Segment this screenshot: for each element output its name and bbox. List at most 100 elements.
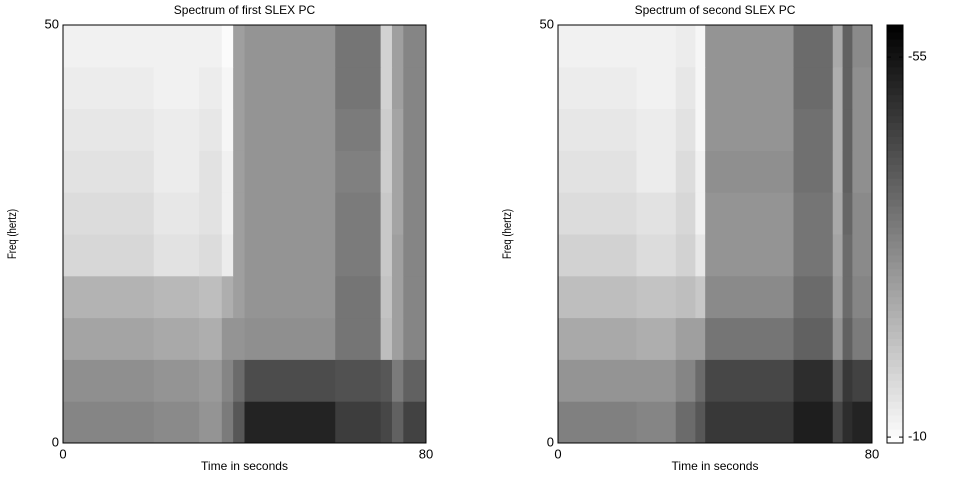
heat-cell	[233, 234, 245, 277]
heat-cell	[636, 108, 677, 151]
heat-cell	[675, 192, 696, 235]
heat-cell	[705, 401, 794, 444]
heat-cell	[380, 359, 393, 402]
heat-cell	[335, 108, 382, 151]
colorbar-step	[887, 206, 903, 214]
heat-cell	[403, 108, 427, 151]
heat-cell	[832, 108, 844, 151]
colorbar-step	[887, 247, 903, 256]
heat-cell	[391, 401, 404, 444]
heat-cell	[199, 275, 223, 319]
heat-cell	[558, 317, 637, 360]
colorbar-step	[887, 94, 903, 103]
heat-cell	[832, 150, 844, 193]
heat-cell	[832, 317, 844, 360]
y-axis-label: Freq (hertz)	[501, 209, 514, 259]
heat-cell	[675, 66, 696, 110]
x-axis-label: Time in seconds	[672, 459, 759, 473]
x-tick-label: 80	[865, 446, 879, 461]
colorbar-step	[887, 317, 903, 326]
heat-cell	[221, 234, 234, 277]
heat-cell	[153, 192, 200, 235]
colorbar-step	[887, 387, 903, 395]
colorbar-step	[887, 80, 903, 89]
heat-cell	[63, 234, 155, 277]
heat-cell	[63, 359, 155, 402]
heat-cell	[63, 401, 155, 444]
colorbar-step	[887, 415, 903, 423]
colorbar-step	[887, 254, 903, 263]
heat-cell	[793, 359, 834, 402]
heat-cell	[63, 192, 155, 235]
heat-cell	[335, 401, 382, 444]
heat-cell	[63, 150, 155, 193]
heat-cell	[153, 150, 200, 193]
heat-cell	[675, 25, 696, 68]
heat-cell	[695, 108, 706, 151]
colorbar-step	[887, 234, 903, 242]
heat-cell	[842, 192, 853, 235]
heat-cell	[63, 66, 155, 110]
heat-cell	[153, 401, 200, 444]
heat-cell	[153, 234, 200, 277]
heat-cell	[380, 25, 393, 68]
heat-cell	[391, 25, 404, 68]
heat-cell	[675, 108, 696, 151]
heat-cell	[636, 359, 677, 402]
heat-cell	[221, 275, 234, 319]
heat-cell	[842, 359, 853, 402]
heat-cell	[380, 108, 393, 151]
heat-cell	[705, 66, 794, 110]
colorbar-step	[887, 178, 903, 186]
colorbar-step	[887, 366, 903, 374]
heat-cell	[636, 401, 677, 444]
colorbar-step	[887, 66, 903, 75]
heat-cell	[636, 150, 677, 193]
heat-cell	[233, 275, 245, 319]
heat-cell	[695, 192, 706, 235]
heat-cell	[233, 317, 245, 360]
colorbar-step	[887, 164, 903, 172]
heat-cell	[244, 150, 336, 193]
heat-cell	[705, 234, 794, 277]
colorbar-step	[887, 436, 903, 444]
heat-cell	[233, 25, 245, 68]
heat-cell	[199, 25, 223, 68]
colorbar-step	[887, 185, 903, 193]
heat-cell	[199, 66, 223, 110]
heat-cell	[675, 234, 696, 277]
heat-cell	[403, 192, 427, 235]
colorbar-frame	[886, 24, 904, 444]
chart-title: Spectrum of first SLEX PC	[174, 3, 316, 17]
heat-cell	[233, 401, 245, 444]
colorbar-step	[887, 324, 903, 333]
heat-cell	[233, 108, 245, 151]
heat-cell	[793, 25, 834, 68]
heat-cell	[852, 317, 873, 360]
heat-cell	[558, 359, 637, 402]
heat-cell	[675, 317, 696, 360]
colorbar-step	[887, 101, 903, 110]
colorbar-step	[887, 261, 903, 270]
heat-cell	[793, 401, 834, 444]
heat-cell	[221, 359, 234, 402]
heat-cell	[705, 150, 794, 193]
heat-cell	[852, 108, 873, 151]
heat-cell	[380, 317, 393, 360]
heat-cell	[199, 192, 223, 235]
heat-cell	[403, 234, 427, 277]
heat-cell	[380, 234, 393, 277]
colorbar-step	[887, 429, 903, 437]
heat-cell	[391, 359, 404, 402]
heat-cell	[335, 317, 382, 360]
heat-cell	[842, 317, 853, 360]
colorbar-step	[887, 25, 903, 33]
heat-cell	[675, 275, 696, 319]
colorbar-step	[887, 59, 903, 68]
colorbar-step	[887, 352, 903, 360]
heat-cell	[244, 275, 336, 319]
heat-cell	[842, 234, 853, 277]
colorbar-step	[887, 227, 903, 235]
y-tick-label: 0	[52, 434, 59, 449]
